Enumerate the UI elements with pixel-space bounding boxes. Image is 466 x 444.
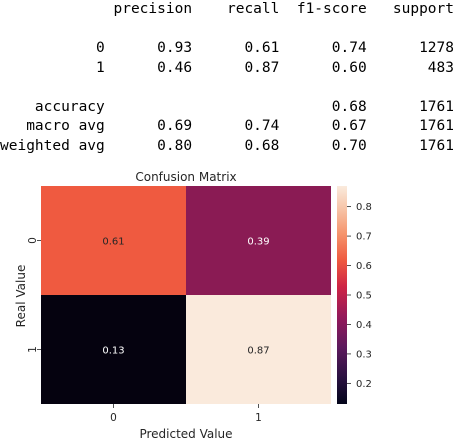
cell-annotation: 0.13 xyxy=(102,346,124,357)
report-f1-score: 0.68 xyxy=(279,98,367,115)
classification-report: precision recall f1-score support 0 0.93… xyxy=(0,0,454,156)
colorbar xyxy=(337,186,347,404)
report-support: 1761 xyxy=(366,118,455,134)
colorbar-tick-label: 0.2 xyxy=(356,379,372,390)
heatmap-cell xyxy=(41,295,186,404)
report-row-label: accuracy xyxy=(0,98,105,115)
report-recall xyxy=(192,99,279,115)
colorbar-tick-label: 0.4 xyxy=(356,320,372,331)
report-precision: 0.93 xyxy=(104,40,193,56)
x-tick-label: 0 xyxy=(110,412,117,424)
report-f1-score: 0.74 xyxy=(279,40,367,56)
report-column-header: support xyxy=(366,1,455,17)
heatmap-cells xyxy=(41,186,331,404)
report-blank-line xyxy=(0,78,454,98)
cell-annotation: 0.61 xyxy=(102,237,124,248)
colorbar-tick-label: 0.6 xyxy=(356,261,372,272)
report-header: precision recall f1-score support xyxy=(0,0,454,20)
colorbar-tick-label: 0.3 xyxy=(356,349,372,360)
colorbar-ticks: 0.2 0.3 0.4 0.5 0.6 0.7 0.8 xyxy=(347,202,372,390)
report-recall: 0.74 xyxy=(192,118,280,134)
colorbar-tick-label: 0.7 xyxy=(356,232,372,243)
cell-annotation: 0.39 xyxy=(247,237,269,248)
report-row-label: 0 xyxy=(0,40,105,56)
report-blank-line xyxy=(0,20,454,40)
report-row: macro avg 0.69 0.74 0.67 1761 xyxy=(0,117,454,137)
cell-annotation: 0.87 xyxy=(247,346,269,357)
y-axis-label: Real Value xyxy=(14,265,28,328)
report-support: 483 xyxy=(366,59,455,76)
heatmap-cell xyxy=(41,186,186,295)
report-recall: 0.68 xyxy=(192,137,280,154)
report-row-label: 1 xyxy=(0,59,105,76)
report-row: accuracy 0.68 1761 xyxy=(0,98,454,118)
report-recall: 0.61 xyxy=(192,40,280,56)
report-row-label: weighted avg xyxy=(0,137,105,154)
report-precision: 0.46 xyxy=(104,59,193,76)
report-support: 1278 xyxy=(366,40,455,56)
report-column-header: recall xyxy=(192,1,280,17)
y-axis-ticks: 01 xyxy=(27,237,41,353)
cell-annotations: 0.61 0.39 0.13 0.87 xyxy=(102,237,269,357)
report-column-header: precision xyxy=(104,1,193,17)
y-tick-label: 0 xyxy=(27,237,39,244)
colorbar-tick-label: 0.8 xyxy=(356,202,372,213)
report-row-label: macro avg xyxy=(0,118,105,134)
report-support: 1761 xyxy=(366,98,455,115)
y-tick-label: 1 xyxy=(27,346,39,353)
report-column-header: f1-score xyxy=(279,1,367,17)
report-precision: 0.69 xyxy=(104,118,193,134)
report-row: 0 0.93 0.61 0.74 1278 xyxy=(0,39,454,59)
heatmap-cell xyxy=(186,295,331,404)
heatmap-cell xyxy=(186,186,331,295)
report-recall: 0.87 xyxy=(192,59,280,76)
report-f1-score: 0.60 xyxy=(279,59,367,76)
colorbar-tick-label: 0.5 xyxy=(356,291,372,302)
report-f1-score: 0.67 xyxy=(279,118,367,134)
x-axis-label: Predicted Value xyxy=(139,427,232,441)
report-row: weighted avg 0.80 0.68 0.70 1761 xyxy=(0,137,454,157)
report-support: 1761 xyxy=(366,137,455,154)
report-f1-score: 0.70 xyxy=(279,137,367,154)
report-row: 1 0.46 0.87 0.60 483 xyxy=(0,59,454,79)
x-tick-label: 1 xyxy=(255,412,262,424)
chart-title: Confusion Matrix xyxy=(135,170,236,184)
report-precision: 0.80 xyxy=(104,137,193,154)
report-precision xyxy=(105,99,192,115)
